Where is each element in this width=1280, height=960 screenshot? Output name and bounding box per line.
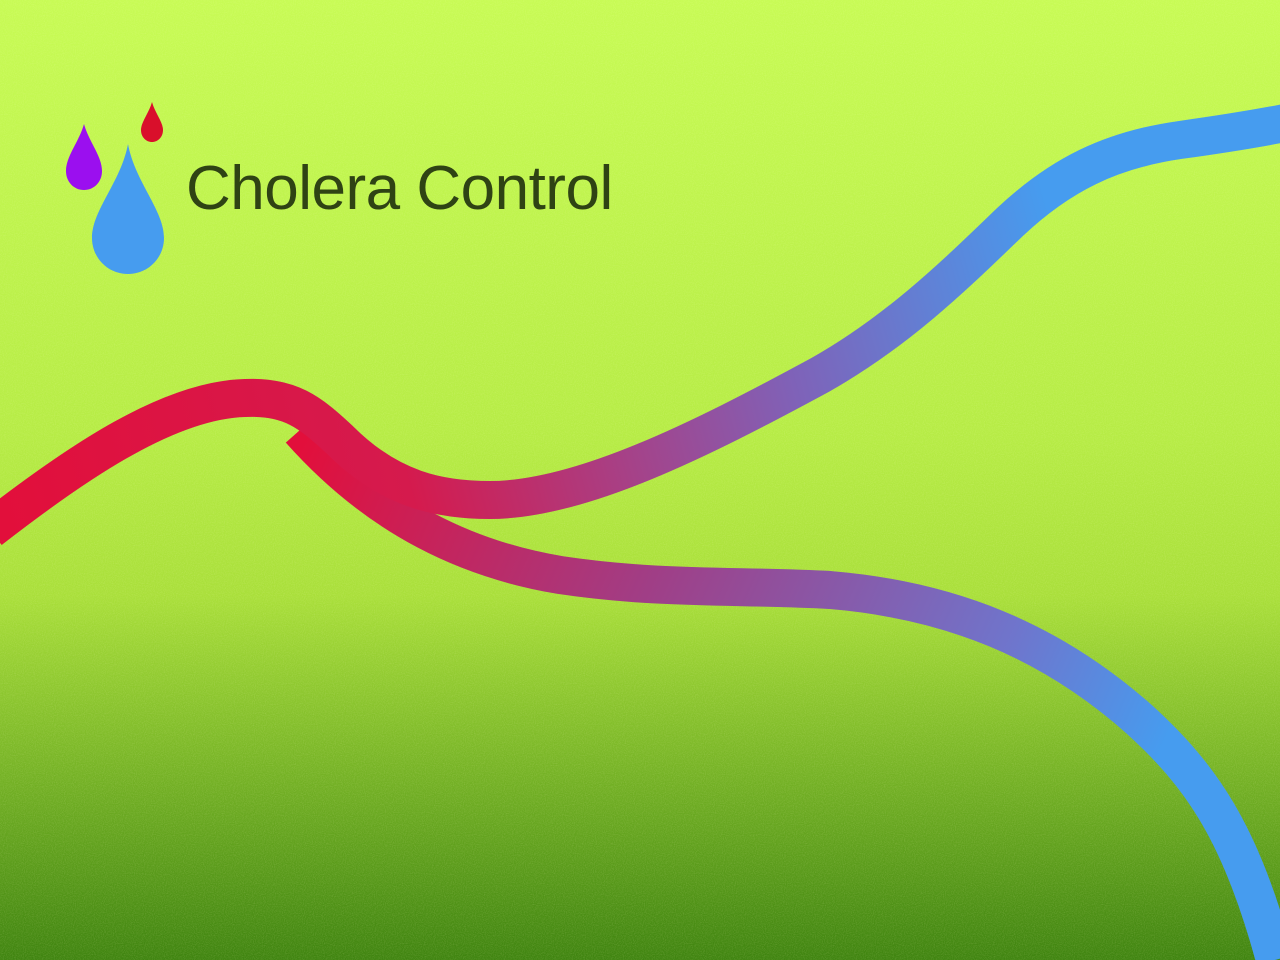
slide-title: Cholera Control bbox=[186, 154, 613, 223]
upper-stream bbox=[0, 104, 1280, 545]
red-drop-icon bbox=[141, 102, 163, 142]
lower-stream bbox=[285, 417, 1280, 960]
purple-drop-icon bbox=[66, 124, 102, 190]
water-drops-logo-icon bbox=[66, 102, 164, 274]
blue-drop-icon bbox=[92, 144, 164, 274]
